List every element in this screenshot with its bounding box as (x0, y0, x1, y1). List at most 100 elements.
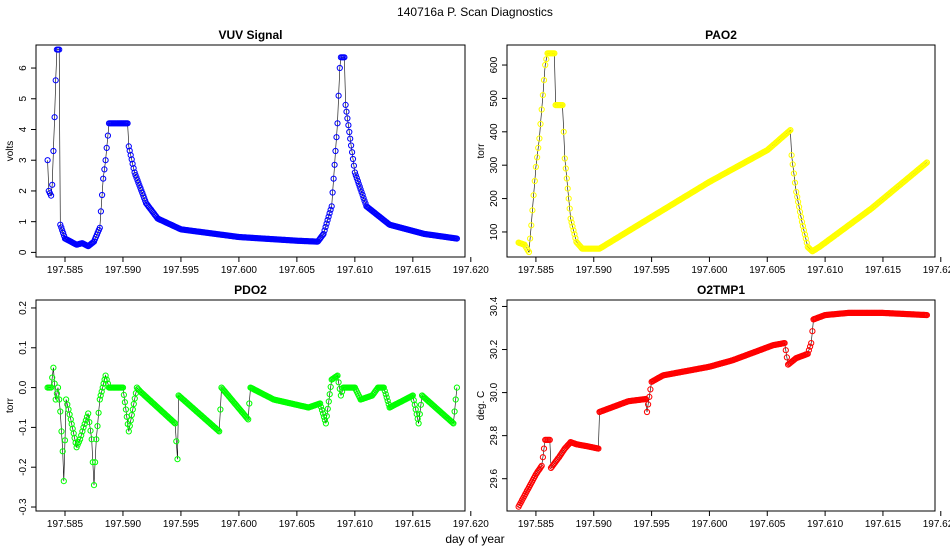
vuv-signal-y-tick-label: 1 (18, 218, 29, 224)
pdo2-data-point (244, 415, 251, 422)
pao2-data-point (791, 179, 799, 186)
pdo2-data-point (99, 384, 106, 391)
vuv-signal-data-point (129, 160, 136, 167)
vuv-signal-data-point (130, 165, 137, 172)
pdo2-data-point (78, 432, 85, 439)
vuv-signal-data-point (50, 147, 57, 155)
pao2-data-point (801, 231, 809, 238)
pdo2-data-point (171, 419, 178, 426)
pao2-data-point (540, 77, 548, 84)
pao2-data-point (560, 128, 567, 135)
pdo2-data-point (60, 478, 67, 485)
vuv-signal-data-point (352, 172, 359, 179)
o2tmp1-series (515, 309, 931, 510)
vuv-signal-data-point (104, 132, 112, 139)
o2tmp1-title: O2TMP1 (697, 283, 745, 297)
vuv-signal-data-point (348, 142, 355, 149)
vuv-signal-data-point (44, 157, 51, 164)
vuv-signal-x-tick-label: 197.590 (105, 265, 142, 276)
vuv-signal-y-tick-label: 5 (18, 96, 29, 102)
pdo2-series (44, 364, 460, 489)
pdo2-data-point (449, 419, 456, 426)
vuv-signal-data-point (131, 169, 138, 176)
pdo2-data-point (100, 380, 107, 387)
pdo2-data-point (324, 405, 331, 412)
pdo2-data-point (382, 391, 389, 398)
o2tmp1-x-tick-label: 197.590 (576, 519, 613, 530)
o2tmp1-data-point (538, 462, 545, 469)
pdo2-data-point (92, 459, 99, 466)
pdo2-data-point (246, 400, 253, 407)
vuv-signal-data-point (60, 229, 67, 237)
pao2-data-point (567, 215, 574, 222)
pdo2-data-point (335, 379, 342, 386)
pao2-data-point (539, 92, 547, 99)
pao2-data-point (551, 50, 558, 57)
pdo2-data-point (217, 406, 224, 413)
vuv-signal-data-point (357, 186, 364, 193)
pdo2-x-tick-label: 197.590 (105, 519, 142, 530)
pdo2-data-point (82, 417, 90, 424)
vuv-signal-data-point (335, 92, 342, 99)
vuv-signal-x-tick-label: 197.615 (395, 265, 432, 276)
pdo2-data-point (381, 387, 388, 394)
vuv-signal-y-axis-label: volts (5, 141, 16, 162)
pdo2-title: PDO2 (234, 283, 267, 297)
o2tmp1-x-tick-label: 197.605 (749, 519, 786, 530)
pao2-data-point (527, 235, 534, 242)
pdo2-data-point (383, 394, 390, 401)
pdo2-x-tick-label: 197.620 (453, 519, 490, 530)
o2tmp1-data-point (923, 312, 931, 319)
pao2-data-point (537, 120, 544, 128)
vuv-signal-data-point (321, 227, 328, 234)
pdo2-data-point (86, 419, 93, 426)
o2tmp1-x-tick-label: 197.600 (691, 519, 728, 530)
pao2-x-tick-label: 197.600 (691, 265, 728, 276)
o2tmp1-data-point (645, 401, 652, 408)
vuv-signal-y-tick-label: 6 (18, 65, 29, 71)
pdo2-data-point (416, 411, 423, 418)
o2tmp1-y-tick-label: 30.2 (489, 339, 500, 359)
pdo2-x-tick-label: 197.615 (395, 519, 432, 530)
pdo2-data-point (98, 388, 105, 395)
pdo2-data-point (215, 427, 222, 434)
pdo2-data-point (334, 372, 341, 379)
pdo2-panel: PDO2 torr 197.585 197.590 197.595 197.600 197.… (5, 283, 489, 530)
pao2-data-point (922, 160, 930, 167)
pdo2-data-point (50, 364, 57, 371)
vuv-signal-data-point (329, 189, 336, 196)
o2tmp1-data-point (546, 436, 553, 443)
pao2-data-point (790, 170, 798, 177)
o2tmp1-plot-frame (506, 299, 936, 512)
pao2-x-tick-label: 197.585 (518, 265, 555, 276)
pao2-data-point (785, 128, 792, 135)
pao2-panel: PAO2 torr 197.585 197.590 197.595 197.600 197.… (476, 28, 950, 276)
vuv-signal-x-tick-label: 197.595 (163, 265, 200, 276)
pao2-x-tick-label: 197.590 (576, 265, 613, 276)
pdo2-data-point (54, 384, 62, 391)
pdo2-data-point (49, 374, 56, 381)
vuv-signal-data-point (324, 217, 331, 224)
o2tmp1-panel: O2TMP1 deg. C 197.585 197.590 197.595 197.600… (476, 283, 950, 530)
pao2-title: PAO2 (705, 28, 737, 42)
pdo2-data-point (83, 413, 91, 420)
pdo2-data-point (101, 376, 108, 383)
o2tmp1-x-tick-label: 197.585 (518, 519, 555, 530)
pao2-data-point (561, 155, 568, 162)
vuv-signal-data-point (56, 46, 63, 53)
vuv-signal-data-point (362, 200, 369, 207)
vuv-signal-plot-frame (35, 44, 466, 258)
o2tmp1-data-point (781, 340, 788, 347)
o2tmp1-data-point (537, 464, 544, 471)
pdo2-data-point (59, 448, 66, 455)
pdo2-data-point (77, 436, 84, 443)
pao2-data-point (538, 106, 545, 113)
pdo2-data-point (97, 392, 104, 399)
vuv-signal-data-point (126, 147, 133, 154)
pdo2-data-point (320, 413, 327, 420)
vuv-signal-data-point (323, 220, 330, 227)
pdo2-x-tick-label: 197.585 (47, 519, 84, 530)
vuv-signal-data-point (57, 221, 64, 228)
o2tmp1-x-tick-label: 197.610 (807, 519, 844, 530)
o2tmp1-data-point (804, 350, 811, 357)
